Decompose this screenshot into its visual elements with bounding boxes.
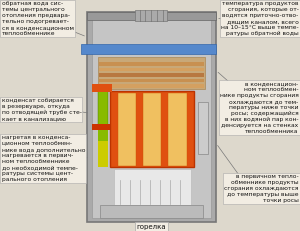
Text: в первичном тепло-
обменнике продукты
сгорания охлаждаются
до температуры выше
т: в первичном тепло- обменнике продукты сг… [224,174,298,204]
Text: обратная вода сис-
темы центрального
отопления предвара-
тельно подогревает-
ся : обратная вода сис- темы центрального ото… [2,1,74,36]
Text: горелка: горелка [137,224,166,230]
Bar [99,84,204,88]
Bar [87,12,216,20]
Text: в конденсацион-
ном теплообмен-
нике продукты сгорания
охлаждаются до тем-
перат: в конденсацион- ном теплообмен- нике про… [220,81,298,134]
Bar [98,57,205,89]
Bar [92,84,112,92]
Bar [118,93,136,166]
Bar [114,169,191,205]
Bar [98,91,108,129]
Text: температура продуктов
сгорания, которые от-
водятся приточно-отво-
дящим каналом: температура продуктов сгорания, которые … [221,1,298,36]
Text: конденсат собирается
в резервуаре, откуда
по отводящей трубе сте-
кает в канализ: конденсат собирается в резервуаре, откуд… [2,98,81,121]
Bar [99,68,204,71]
Bar [87,12,216,222]
Bar [99,62,204,66]
Bar [98,129,108,167]
Bar [99,79,204,82]
Bar [110,91,194,167]
Bar [143,93,161,166]
Bar [81,44,216,54]
Bar [168,93,187,166]
Bar [98,141,108,167]
Bar [92,124,110,130]
Bar [92,16,211,218]
Bar [99,73,204,77]
Bar [198,102,208,155]
Bar [135,10,167,21]
Text: нагретая в конденса-
ционном теплообмен-
нике вода дополнительно
нагревается в п: нагретая в конденса- ционном теплообмен-… [2,135,85,182]
Bar [100,205,203,218]
